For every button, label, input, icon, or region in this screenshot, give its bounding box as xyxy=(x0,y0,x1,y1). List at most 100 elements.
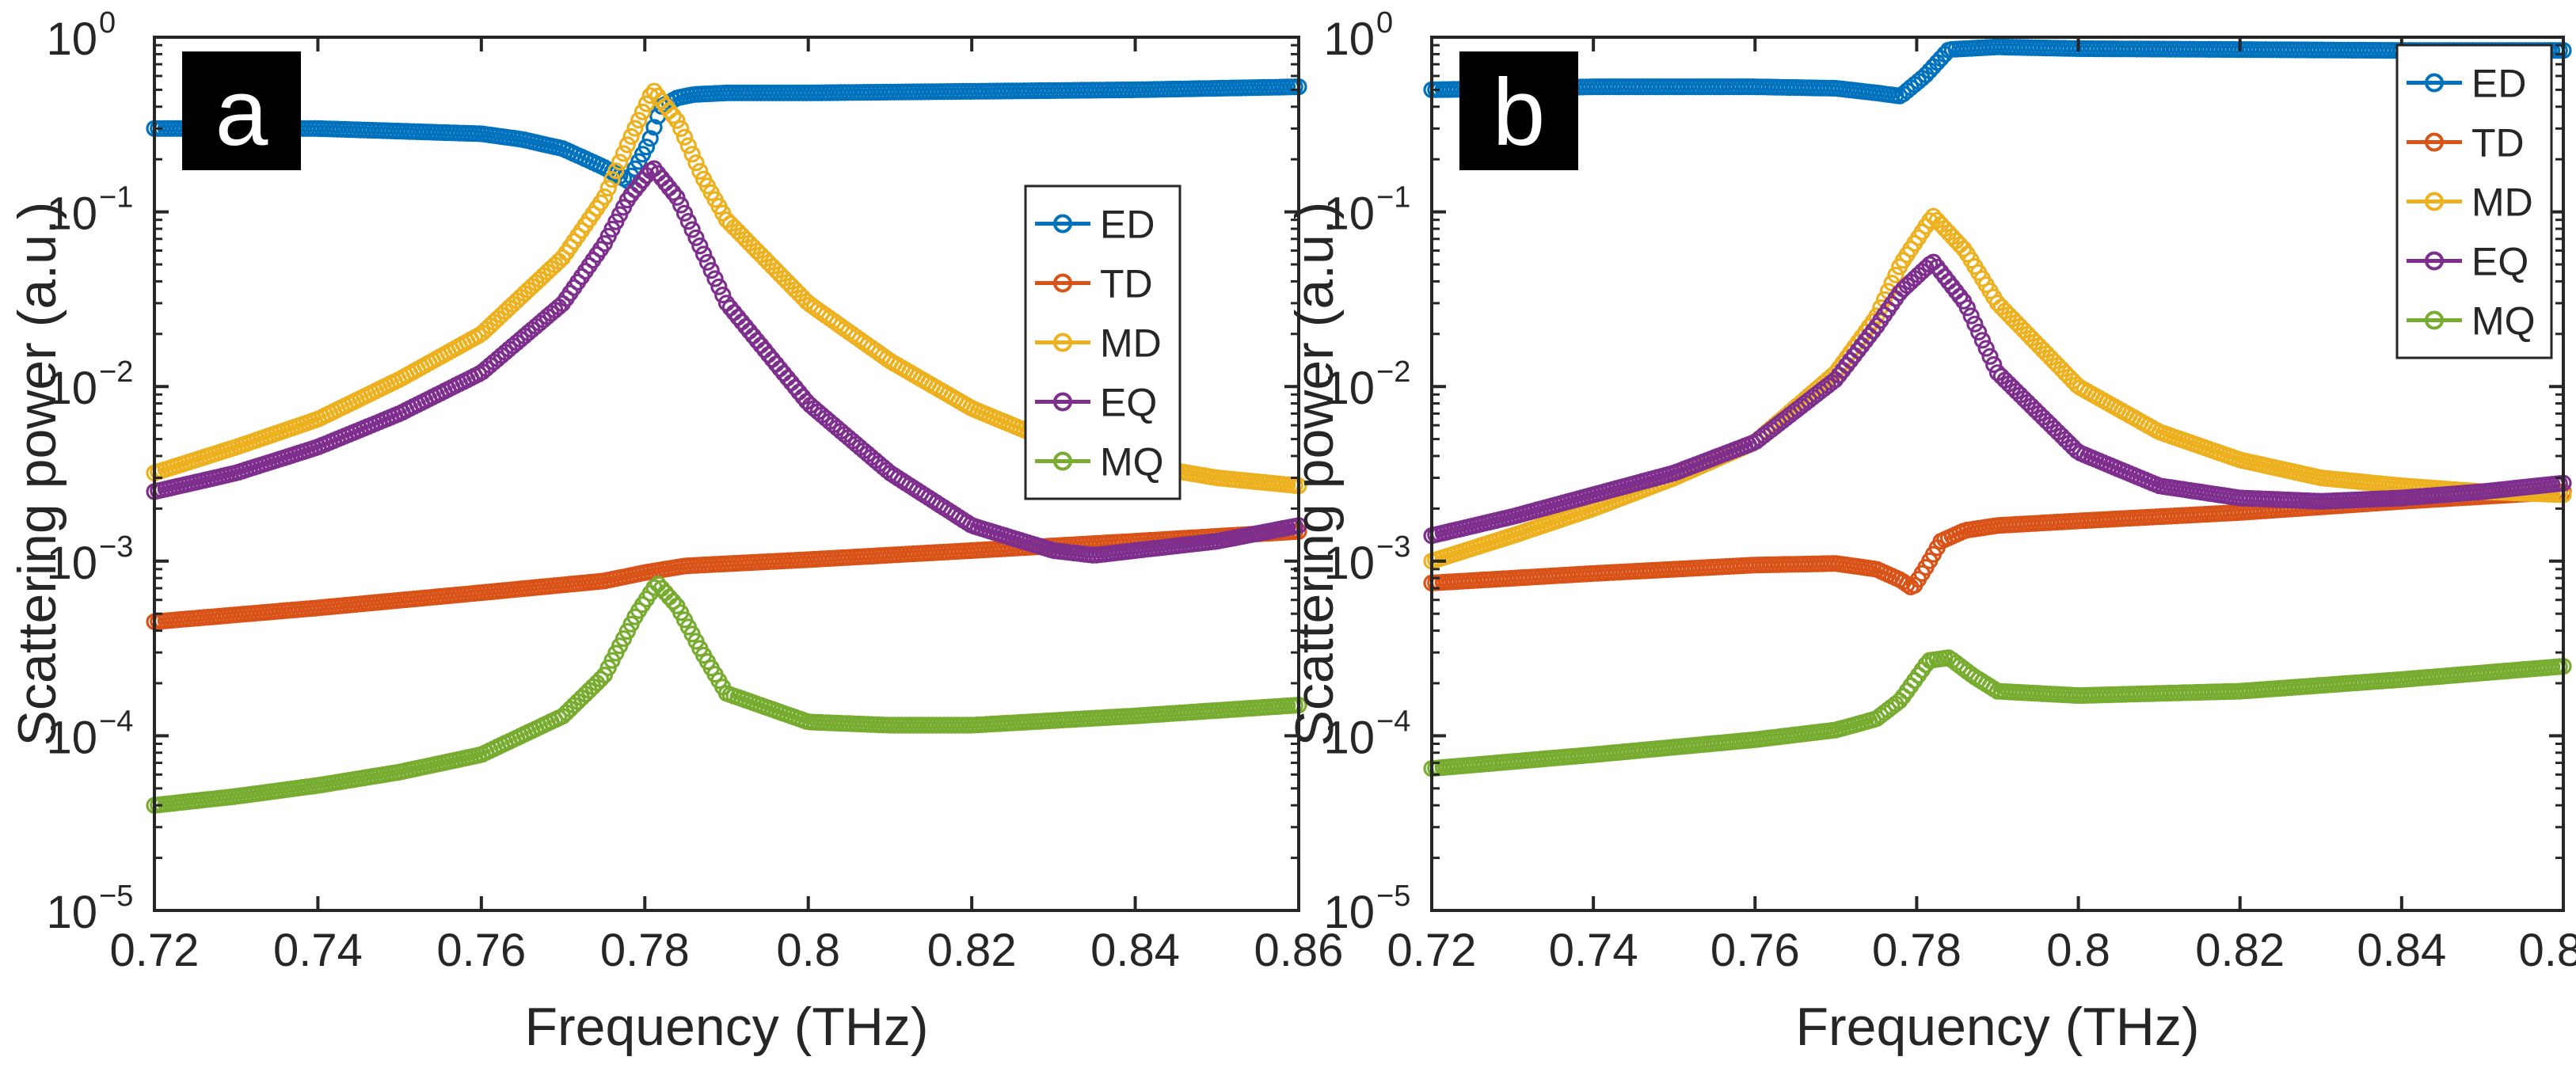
legend-item-ED: ED xyxy=(2407,62,2526,106)
marker-MD xyxy=(1921,212,1939,230)
legend-marker xyxy=(2425,192,2444,211)
marker-MD xyxy=(618,136,636,154)
marker-EQ xyxy=(675,204,694,222)
legend-label: MQ xyxy=(2471,299,2536,344)
legend-marker xyxy=(1053,392,1072,412)
legend-marker xyxy=(2425,310,2444,330)
marker-EQ xyxy=(1962,307,1980,325)
marker-EQ xyxy=(683,221,701,238)
panel-label-text: a xyxy=(215,59,268,165)
marker-EQ xyxy=(1973,332,1991,349)
marker-MD xyxy=(595,188,614,206)
y-tick-exponent: −4 xyxy=(1376,705,1410,738)
marker-MD xyxy=(611,154,629,171)
y-tick-exponent: −1 xyxy=(1376,181,1410,215)
marker-EQ xyxy=(710,278,728,295)
marker-EQ xyxy=(1981,348,1999,365)
legend-label: EQ xyxy=(2471,240,2528,284)
legend-label: MD xyxy=(1100,321,1162,366)
marker-EQ xyxy=(706,270,724,287)
marker-EQ xyxy=(1966,315,1984,333)
legend-marker xyxy=(2425,251,2444,271)
y-tick-exponent: −2 xyxy=(99,355,133,389)
x-tick-label: 0.82 xyxy=(2195,925,2285,976)
legend-item-ED: ED xyxy=(1035,203,1155,247)
legend-label: TD xyxy=(1100,262,1153,306)
axes-frame xyxy=(1430,36,2565,912)
series-MQ xyxy=(146,575,1307,814)
marker-MD xyxy=(668,112,686,129)
y-axis-label: Scattering power (a.u.) xyxy=(7,202,67,747)
x-tick-label: 0.78 xyxy=(600,925,690,976)
legend-label: ED xyxy=(2471,62,2526,106)
y-axis-label: Scattering power (a.u.) xyxy=(1284,202,1345,747)
legend-item-MD: MD xyxy=(2407,181,2533,225)
x-tick-label: 0.72 xyxy=(110,925,200,976)
y-tick-exponent: −3 xyxy=(1376,530,1410,564)
legend-label: TD xyxy=(2471,121,2525,165)
marker-ED xyxy=(645,119,663,136)
marker-MD xyxy=(634,103,652,120)
marker-MD xyxy=(626,120,644,137)
panel-label-box xyxy=(182,51,301,170)
y-tick-label: 10 xyxy=(1323,712,1375,763)
legend-marker xyxy=(1053,214,1072,234)
marker-EQ xyxy=(1970,323,1988,341)
series-TD xyxy=(146,523,1307,630)
plot-area xyxy=(1432,37,2563,910)
y-tick-label: 10 xyxy=(46,887,97,938)
x-tick-label: 0.82 xyxy=(927,925,1017,976)
series-MQ xyxy=(1423,649,2572,777)
marker-EQ xyxy=(714,287,732,304)
marker-MD xyxy=(675,128,694,146)
legend-item-TD: TD xyxy=(2407,121,2525,165)
marker-MD xyxy=(615,145,633,162)
panel-label: a xyxy=(182,51,301,170)
marker-EQ xyxy=(702,262,720,279)
legend-item-EQ: EQ xyxy=(1035,381,1157,425)
y-tick-label: 10 xyxy=(46,13,97,65)
y-tick-label: 10 xyxy=(1323,13,1375,65)
y-tick-label: 10 xyxy=(1323,188,1375,240)
x-tick-label: 0.86 xyxy=(2519,925,2576,976)
legend-label: ED xyxy=(1100,203,1155,247)
x-tick-label: 0.72 xyxy=(1387,925,1477,976)
marker-EQ xyxy=(698,253,717,271)
marker-EQ xyxy=(1958,299,1976,317)
marker-MQ xyxy=(664,593,682,610)
marker-MD xyxy=(672,120,690,138)
x-tick-label: 0.84 xyxy=(2357,925,2446,976)
legend-item-MQ: MQ xyxy=(1035,440,1164,485)
marker-EQ xyxy=(664,184,682,201)
x-tick-label: 0.86 xyxy=(1254,925,1344,976)
marker-EQ xyxy=(672,196,690,214)
legend-label: EQ xyxy=(1100,381,1157,425)
y-tick-label: 10 xyxy=(1323,538,1375,589)
y-tick-label: 10 xyxy=(46,363,97,414)
legend-item-MQ: MQ xyxy=(2407,299,2536,344)
marker-MD xyxy=(679,137,697,154)
marker-MD xyxy=(1887,266,1904,283)
x-tick-label: 0.8 xyxy=(2046,925,2110,976)
legend-marker xyxy=(2425,132,2444,152)
legend-marker xyxy=(1053,451,1072,471)
marker-ED xyxy=(641,130,659,147)
y-tick-exponent: −5 xyxy=(1376,880,1410,913)
y-tick-exponent: −2 xyxy=(1376,355,1410,389)
y-tick-exponent: −4 xyxy=(99,705,133,738)
marker-EQ xyxy=(1977,340,1995,357)
legend-item-MD: MD xyxy=(1035,321,1162,366)
marker-MD xyxy=(687,154,705,172)
marker-MQ xyxy=(592,671,610,688)
series-EQ xyxy=(146,160,1307,564)
legend-marker xyxy=(1053,333,1072,352)
y-tick-label: 10 xyxy=(46,538,97,589)
series-EQ xyxy=(1423,253,2572,545)
x-axis-label: Frequency (THz) xyxy=(1795,997,2199,1057)
legend-marker xyxy=(1053,273,1072,293)
x-tick-label: 0.74 xyxy=(1549,925,1638,976)
legend-label: MD xyxy=(2471,181,2533,225)
axes-frame xyxy=(153,36,1300,912)
x-axis-label: Frequency (THz) xyxy=(524,997,928,1057)
